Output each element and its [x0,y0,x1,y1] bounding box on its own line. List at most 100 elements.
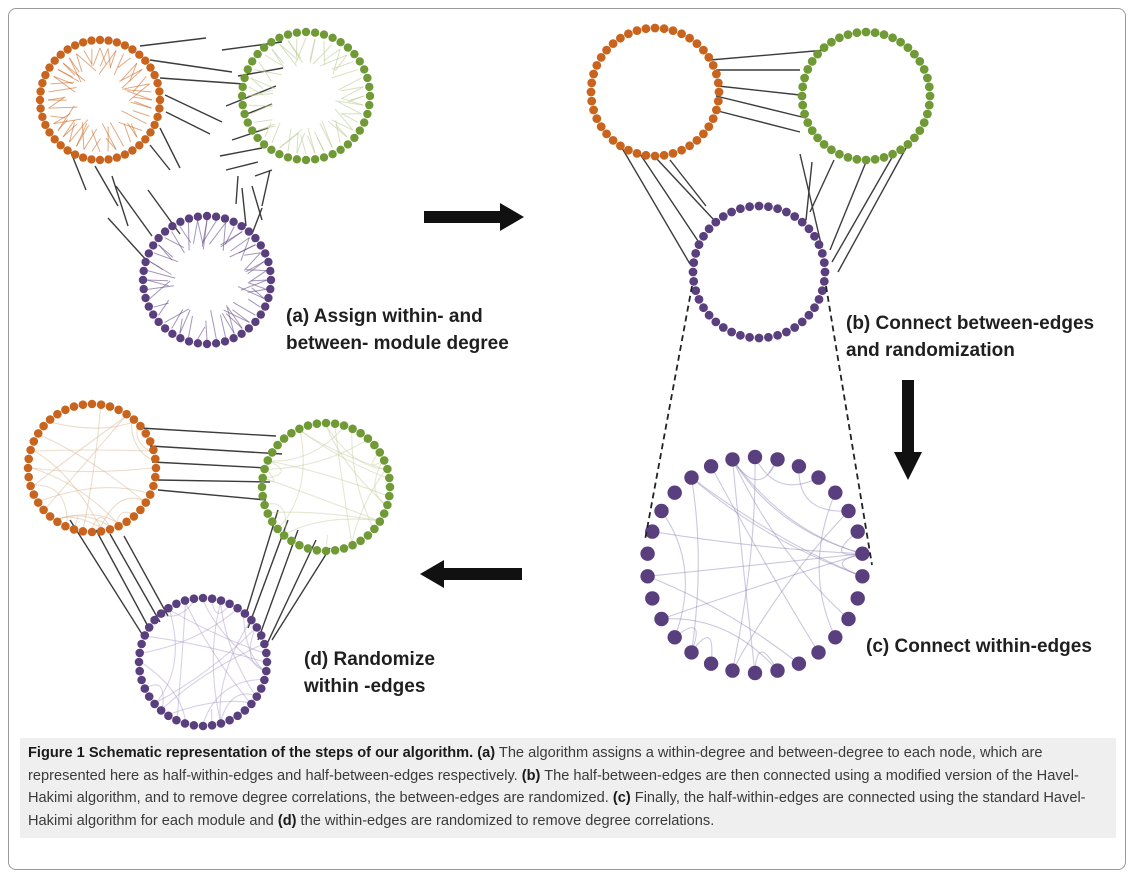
node [703,656,719,671]
node [827,37,836,47]
node [240,109,249,119]
within-edge [243,615,265,672]
within-edge [162,643,263,710]
within-edge [731,456,756,671]
panel-d-randomized [23,399,395,731]
half-within-edge [99,47,107,65]
within-edge [202,599,265,672]
node [144,692,154,701]
half-within-edge [53,75,76,93]
node [736,204,745,214]
node [819,258,829,267]
node [303,544,313,553]
node [800,73,809,83]
node [156,706,166,715]
node [843,30,853,39]
node [828,485,843,500]
node [870,28,880,38]
node [150,615,159,625]
node [45,128,54,137]
node [122,517,131,527]
between-edge [151,461,269,469]
node [375,448,385,457]
node [156,609,166,618]
half-within-edge [149,280,171,299]
node [714,87,724,97]
node [287,428,296,438]
node [45,63,54,72]
half-within-edge [128,83,150,102]
node [790,212,800,221]
node [356,428,365,438]
panel-d-purple-within-edges [140,599,266,725]
half-within-edge [309,38,316,64]
within-edge [325,534,329,550]
node [104,155,113,164]
node [56,50,65,59]
half-within-edge [307,128,316,154]
node [29,437,39,446]
node [813,133,822,143]
node [154,233,163,243]
node [41,120,50,130]
half-within-edge [223,309,250,323]
node [260,639,269,649]
node [273,524,282,534]
node [654,611,669,627]
node [144,249,153,258]
half-within-edge [226,305,235,334]
node [45,415,55,424]
between-edge [95,529,151,631]
within-edge [374,460,386,505]
node [736,330,745,340]
within-edge [731,459,756,674]
caption-title: Figure 1 Schematic representation of the… [28,745,474,761]
orange-module [586,23,724,161]
within-edge [691,477,863,577]
within-edge [371,453,383,466]
node [712,69,721,79]
node [807,126,817,135]
half-within-edge [209,222,226,245]
half-within-edge [62,62,86,82]
node [261,302,270,311]
caption-tag-b: (b) [521,767,541,784]
within-edge [754,456,819,486]
node [684,645,699,660]
within-edge [732,459,779,481]
panel-a-half-edges [35,27,375,349]
node [770,663,785,678]
half-within-edge [68,122,75,143]
half-within-edge [250,103,273,115]
node [180,596,190,605]
caption-tag-c: (c) [612,790,631,806]
half-within-edge [335,123,348,138]
between-edge [639,153,701,245]
node [817,249,827,258]
node [172,715,181,725]
node [24,454,33,464]
node [924,82,934,92]
node [135,141,144,150]
node [263,509,273,518]
within-edge [140,661,187,722]
half-within-edge [121,62,138,81]
node [919,118,929,127]
node [924,100,934,110]
node [198,721,208,731]
node [923,73,932,83]
node [835,149,844,159]
node [33,429,43,438]
node [256,631,266,640]
within-edge [264,460,282,479]
node [704,224,714,234]
between-edge [715,95,807,119]
node [910,49,919,59]
between-edge [265,539,317,647]
node [240,609,250,618]
half-within-edge [146,279,169,282]
within-edge [74,516,79,526]
between-edge [799,153,823,249]
node [266,284,275,294]
node [137,639,146,649]
